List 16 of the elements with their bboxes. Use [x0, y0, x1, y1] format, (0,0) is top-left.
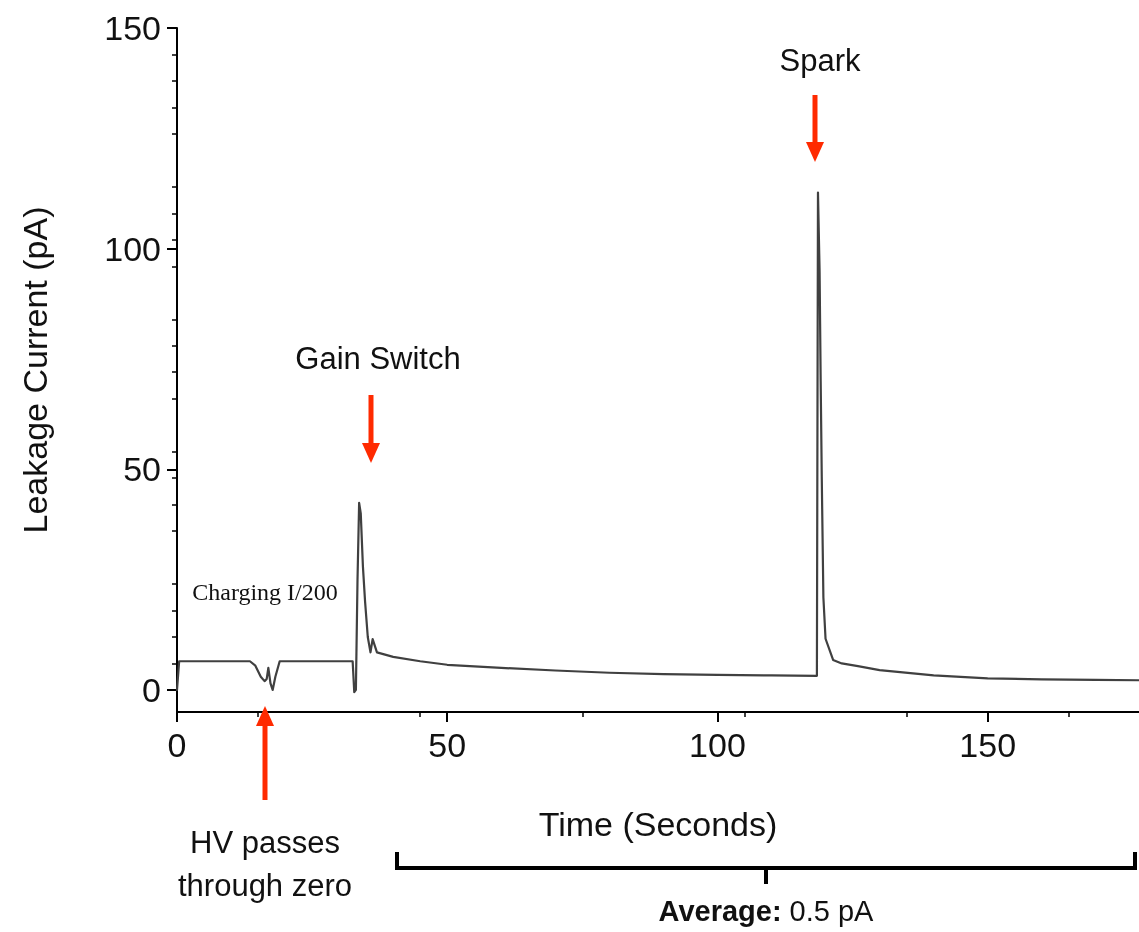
y-tick-label: 50 — [123, 450, 161, 489]
annotation: Gain Switch — [295, 341, 461, 376]
y-tick-label: 100 — [104, 229, 161, 268]
text: HV passes through zero — [177, 825, 353, 903]
x-tick-label: 0 — [167, 726, 187, 764]
x-tick-label: 50 — [428, 726, 467, 764]
x-tick-label: 100 — [689, 726, 746, 764]
x-tick-label: 150 — [959, 726, 1017, 764]
y-axis-title: Leakage Current (pA) — [16, 206, 54, 534]
y-tick-label: 0 — [142, 670, 161, 709]
annotation: Charging I/200 — [192, 579, 338, 605]
line-series — [175, 191, 1139, 694]
text: Average: 0.5 pA — [658, 895, 875, 927]
annotation: Spark — [779, 43, 861, 78]
y-tick-label: 150 — [104, 9, 161, 47]
x-axis-title: Time (Seconds) — [538, 805, 778, 843]
